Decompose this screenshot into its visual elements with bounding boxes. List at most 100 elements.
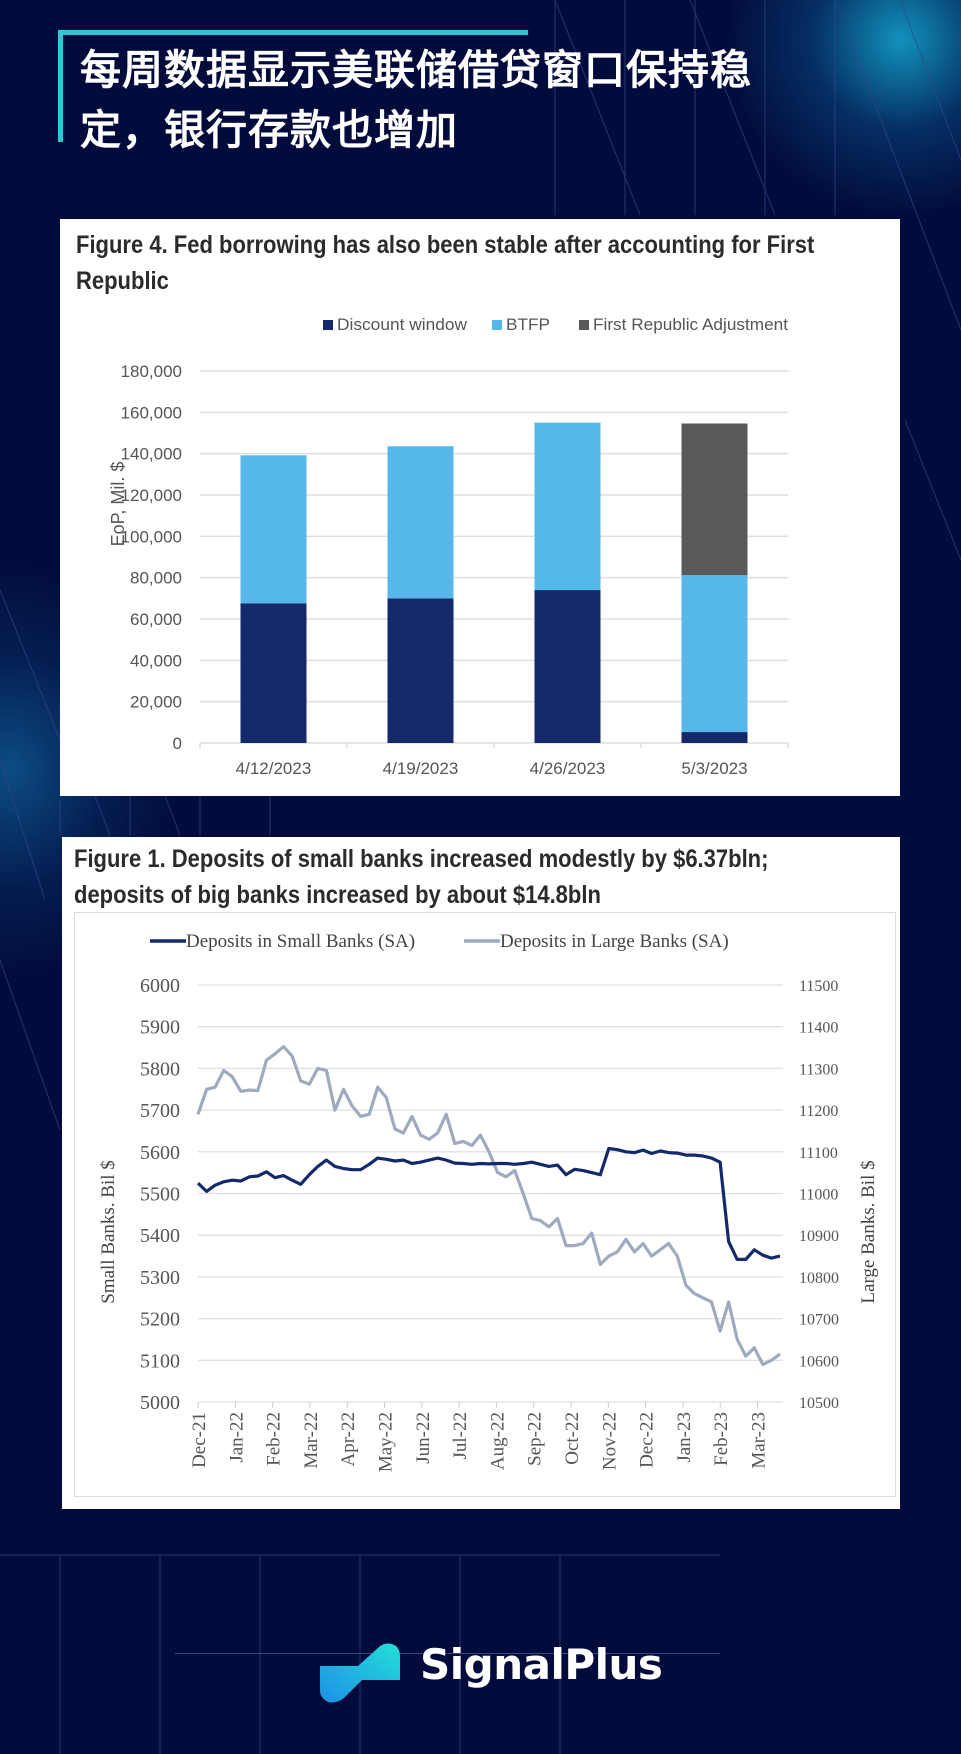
line-chart-right-y-label: Large Banks. Bil $ <box>858 1160 879 1303</box>
y-tick-label: 120,000 <box>121 486 182 505</box>
line-chart-series <box>196 1045 781 1367</box>
legend-label: Deposits in Small Banks (SA) <box>186 931 415 952</box>
y-tick-label: 160,000 <box>121 403 182 422</box>
x-tick-label: Mar-22 <box>301 1412 322 1469</box>
legend-swatch <box>492 320 502 330</box>
x-tick-label: Mar-23 <box>749 1412 770 1469</box>
line-chart: Deposits in Small Banks (SA) Deposits in … <box>98 931 879 1472</box>
x-tick-label: Apr-22 <box>338 1412 359 1467</box>
left-y-tick-label: 5700 <box>140 1100 180 1122</box>
right-y-tick-label: 11100 <box>799 1145 838 1162</box>
bar-discount-window <box>387 598 454 743</box>
line-chart-x-ticks: Dec-21 Jan-22 Feb-22 Mar-22 Apr-22 May-22 Jun-… <box>189 1402 770 1472</box>
line-chart-gridlines <box>198 984 783 1403</box>
bar-discount-window <box>681 732 748 743</box>
bar-chart-bars <box>240 422 748 743</box>
x-tick-label: Jul-22 <box>450 1412 471 1460</box>
y-tick-label: 40,000 <box>130 651 182 670</box>
left-y-tick-label: 5800 <box>140 1058 180 1080</box>
right-y-tick-label: 11000 <box>799 1187 838 1204</box>
x-tick-label: Aug-22 <box>487 1412 508 1470</box>
x-tick-label: 4/12/2023 <box>236 759 312 778</box>
left-y-tick-label: 6000 <box>140 975 180 997</box>
x-tick-label: Nov-22 <box>599 1412 620 1470</box>
left-y-tick-label: 5500 <box>140 1184 180 1206</box>
figure-1-title-line1: Figure 1. Deposits of small banks increa… <box>74 845 769 873</box>
legend-label: Deposits in Large Banks (SA) <box>500 931 729 952</box>
y-tick-label: 180,000 <box>121 362 182 381</box>
signalplus-logo-icon <box>320 1643 400 1703</box>
left-y-tick-label: 5300 <box>140 1267 180 1289</box>
x-tick-label: Dec-21 <box>189 1412 210 1468</box>
title-accent-bar <box>58 30 528 35</box>
x-tick-label: Feb-23 <box>711 1412 732 1466</box>
right-y-tick-label: 10700 <box>799 1312 839 1329</box>
line-chart-left-y-label: Small Banks. Bil $ <box>98 1160 119 1304</box>
bar-first-republic-adjustment <box>681 423 748 576</box>
right-y-tick-label: 10500 <box>799 1395 839 1412</box>
figure-1-panel: Figure 1. Deposits of small banks increa… <box>62 837 900 1509</box>
x-tick-label: Sep-22 <box>525 1412 546 1466</box>
line-chart-left-y-ticks: 5000 5100 5200 5300 5400 5500 5600 5700 5800 5900… <box>140 975 180 1414</box>
bar-btfp <box>387 446 454 599</box>
bar-discount-window <box>240 603 307 743</box>
right-y-tick-label: 11500 <box>799 978 838 995</box>
legend-label: Discount window <box>337 315 468 334</box>
figure-1-title-line2: deposits of big banks increased by about… <box>74 881 601 909</box>
bar-chart-x-ticks: 4/12/2023 4/19/2023 4/26/2023 5/3/2023 <box>199 743 789 778</box>
left-y-tick-label: 5900 <box>140 1017 180 1039</box>
y-tick-label: 80,000 <box>130 569 182 588</box>
background-glow <box>721 0 961 220</box>
bar-chart: Discount window BTFP First Republic Adjust… <box>108 315 789 778</box>
figure-1-chart-frame <box>74 912 896 1497</box>
left-y-tick-label: 5100 <box>140 1350 180 1372</box>
x-tick-label: 4/19/2023 <box>383 759 459 778</box>
y-tick-label: 20,000 <box>130 693 182 712</box>
left-y-tick-label: 5000 <box>140 1392 180 1414</box>
page-title-line2: 定，银行存款也增加 <box>80 106 458 154</box>
bar-btfp <box>534 422 601 591</box>
bar-btfp <box>240 455 307 604</box>
bar-chart-y-label: EoP, Mil. $ <box>108 462 128 547</box>
right-y-tick-label: 10600 <box>799 1353 839 1370</box>
left-y-tick-label: 5200 <box>140 1309 180 1331</box>
x-tick-label: 4/26/2023 <box>530 759 606 778</box>
right-y-tick-label: 10800 <box>799 1270 839 1287</box>
x-tick-label: Oct-22 <box>562 1412 583 1465</box>
page-title-line1: 每周数据显示美联储借贷窗口保持稳 <box>80 46 752 94</box>
x-tick-label: Jan-22 <box>226 1412 247 1463</box>
x-tick-label: Feb-22 <box>264 1412 285 1466</box>
series-line-large-banks <box>196 1045 781 1367</box>
y-tick-label: 140,000 <box>121 445 182 464</box>
legend-label: First Republic Adjustment <box>593 315 788 334</box>
y-tick-label: 60,000 <box>130 610 182 629</box>
x-tick-label: 5/3/2023 <box>681 759 747 778</box>
figure-4-title: Figure 4. Fed borrowing has also been st… <box>76 227 894 299</box>
y-tick-label: 100,000 <box>121 527 182 546</box>
bar-btfp <box>681 575 748 733</box>
series-line-small-banks <box>196 1146 781 1261</box>
x-tick-label: Jun-22 <box>413 1412 434 1464</box>
figure-1-title: Figure 1. Deposits of small banks increa… <box>74 841 892 913</box>
right-y-tick-label: 11400 <box>799 1020 838 1037</box>
figure-4-title-line1: Figure 4. Fed borrowing has also been st… <box>76 231 815 259</box>
footer-divider <box>175 1653 720 1654</box>
x-tick-label: May-22 <box>376 1412 397 1472</box>
right-y-tick-label: 10900 <box>799 1228 839 1245</box>
legend-swatch <box>323 320 333 330</box>
x-tick-label: Dec-22 <box>637 1412 658 1468</box>
line-chart-right-y-ticks: 10500 10600 10700 10800 10900 11000 11100 11200… <box>799 978 839 1412</box>
figure-4-panel: Figure 4. Fed borrowing has also been st… <box>60 219 900 796</box>
legend-label: BTFP <box>506 315 550 334</box>
bar-chart-y-ticks: 0 20,000 40,000 60,000 80,000 100,000 120,000 1… <box>121 362 182 753</box>
brand-name: SignalPlus <box>420 1640 663 1689</box>
right-y-tick-label: 11200 <box>799 1103 838 1120</box>
figure-4-title-line2: Republic <box>76 267 169 295</box>
bar-discount-window <box>534 590 601 743</box>
title-accent-side <box>58 30 63 142</box>
line-chart-legend: Deposits in Small Banks (SA) Deposits in … <box>150 931 729 952</box>
page-title: 每周数据显示美联储借贷窗口保持稳 定，银行存款也增加 <box>80 40 860 160</box>
x-tick-label: Jan-23 <box>674 1412 695 1463</box>
left-y-tick-label: 5600 <box>140 1142 180 1164</box>
